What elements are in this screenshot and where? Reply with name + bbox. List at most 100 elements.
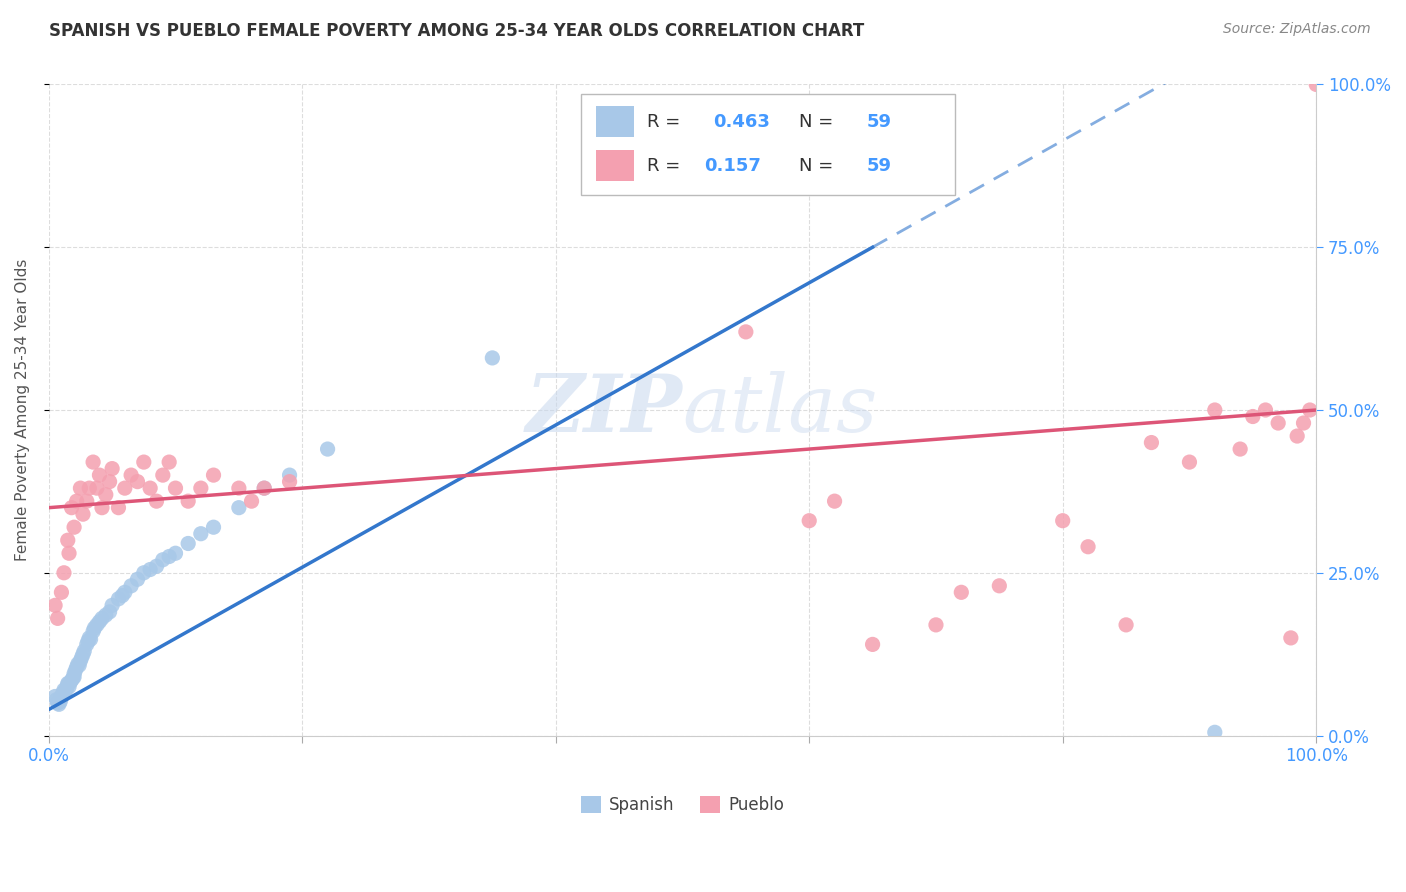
- Point: [89, 468, 111, 483]
- Point: [152, 468, 174, 483]
- Point: [56, 678, 79, 692]
- Point: [1286, 429, 1309, 443]
- Point: [1229, 442, 1251, 456]
- Point: [60, 673, 83, 688]
- Point: [98, 605, 121, 619]
- Point: [52, 683, 75, 698]
- Point: [65, 664, 87, 678]
- Point: [46, 696, 69, 710]
- Point: [83, 621, 105, 635]
- Point: [91, 500, 114, 515]
- Point: [120, 579, 142, 593]
- Bar: [596, 106, 634, 137]
- Text: 0.463: 0.463: [713, 112, 769, 130]
- Point: [82, 455, 104, 469]
- Point: [51, 690, 73, 705]
- Text: N =: N =: [799, 157, 839, 175]
- Point: [60, 500, 83, 515]
- Point: [63, 520, 86, 534]
- Point: [1292, 416, 1315, 430]
- Point: [79, 481, 101, 495]
- Point: [69, 481, 91, 495]
- Point: [76, 494, 98, 508]
- Point: [1115, 618, 1137, 632]
- Point: [190, 526, 212, 541]
- Point: [73, 644, 96, 658]
- Point: [253, 481, 276, 495]
- Point: [120, 468, 142, 483]
- Point: [862, 637, 884, 651]
- Point: [114, 585, 136, 599]
- Point: [1204, 403, 1226, 417]
- Point: [107, 500, 129, 515]
- Point: [253, 481, 276, 495]
- Point: [190, 481, 212, 495]
- Point: [165, 546, 187, 560]
- Point: [52, 686, 75, 700]
- Point: [89, 615, 111, 629]
- Point: [44, 599, 66, 613]
- Point: [56, 676, 79, 690]
- Point: [79, 631, 101, 645]
- Bar: [596, 150, 634, 181]
- Point: [114, 481, 136, 495]
- Text: Source: ZipAtlas.com: Source: ZipAtlas.com: [1223, 22, 1371, 37]
- Point: [177, 494, 200, 508]
- Point: [49, 695, 72, 709]
- Point: [799, 514, 821, 528]
- Point: [824, 494, 846, 508]
- Point: [1279, 631, 1302, 645]
- Point: [177, 536, 200, 550]
- Point: [988, 579, 1011, 593]
- Point: [66, 494, 89, 508]
- Point: [145, 559, 167, 574]
- Point: [77, 634, 100, 648]
- Point: [51, 585, 73, 599]
- Point: [278, 468, 301, 483]
- Point: [157, 455, 180, 469]
- Point: [56, 533, 79, 548]
- Point: [1140, 435, 1163, 450]
- Point: [82, 624, 104, 639]
- Point: [1305, 78, 1327, 92]
- Point: [59, 675, 82, 690]
- Point: [101, 461, 124, 475]
- Point: [734, 325, 756, 339]
- Point: [44, 690, 66, 704]
- Point: [66, 660, 89, 674]
- Point: [51, 690, 73, 704]
- Point: [98, 475, 121, 489]
- Text: R =: R =: [647, 157, 686, 175]
- Point: [925, 618, 948, 632]
- Text: atlas: atlas: [682, 371, 877, 449]
- Point: [52, 566, 75, 580]
- Point: [94, 608, 117, 623]
- Point: [316, 442, 339, 456]
- Point: [48, 698, 70, 712]
- Text: 0.157: 0.157: [704, 157, 761, 175]
- Legend: Spanish, Pueblo: Spanish, Pueblo: [574, 789, 790, 821]
- Point: [1204, 725, 1226, 739]
- Point: [228, 481, 250, 495]
- FancyBboxPatch shape: [581, 95, 955, 195]
- Point: [1052, 514, 1074, 528]
- Y-axis label: Female Poverty Among 25-34 Year Olds: Female Poverty Among 25-34 Year Olds: [15, 259, 30, 561]
- Point: [45, 692, 67, 706]
- Point: [91, 611, 114, 625]
- Text: 59: 59: [866, 157, 891, 175]
- Point: [202, 520, 225, 534]
- Point: [70, 650, 93, 665]
- Point: [157, 549, 180, 564]
- Point: [1299, 403, 1322, 417]
- Text: 59: 59: [866, 112, 891, 130]
- Point: [1267, 416, 1289, 430]
- Point: [94, 488, 117, 502]
- Point: [62, 671, 84, 685]
- Point: [86, 618, 108, 632]
- Point: [228, 500, 250, 515]
- Point: [950, 585, 973, 599]
- Point: [63, 670, 86, 684]
- Point: [132, 566, 155, 580]
- Point: [79, 632, 101, 647]
- Point: [1077, 540, 1099, 554]
